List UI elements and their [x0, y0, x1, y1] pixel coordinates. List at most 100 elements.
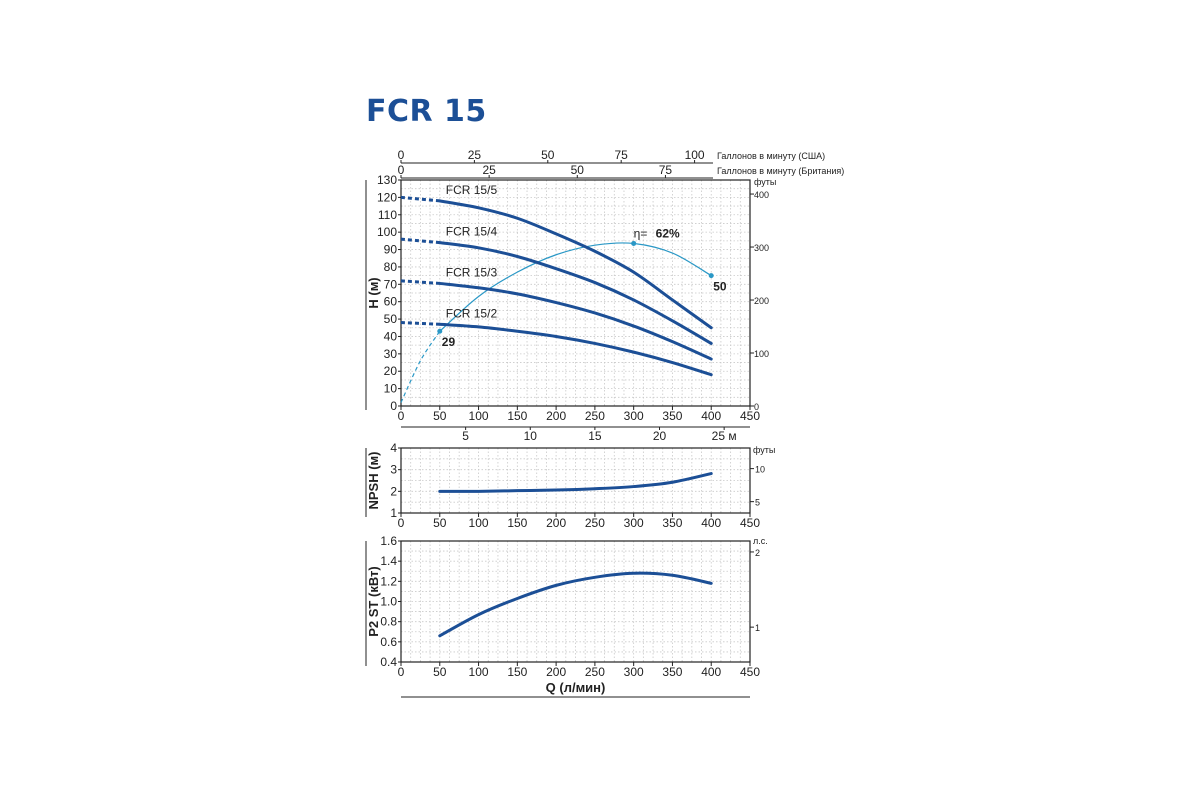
x-tick-label: 200	[546, 409, 566, 423]
y-tick-label: 1	[390, 506, 397, 520]
top-axis-us-label: 0	[398, 148, 405, 162]
top-axis-uk-title: Галлонов в минуту (Британия)	[717, 166, 844, 176]
series-label: FCR 15/3	[446, 265, 498, 279]
x-tick-label: 250	[585, 665, 605, 679]
x-tick-label: 450	[740, 516, 760, 530]
x-tick-label: 400	[701, 409, 721, 423]
hp-unit-label: л.с.	[753, 536, 768, 546]
top-axis-us-title: Галлонов в минуту (США)	[717, 151, 825, 161]
x-tick-label: 450	[740, 665, 760, 679]
x-tick-label: 350	[662, 409, 682, 423]
x-tick-label: 100	[469, 409, 489, 423]
series-label: FCR 15/2	[446, 306, 498, 320]
feet-tick-label: 200	[754, 296, 769, 306]
feet-unit-label: футы	[754, 177, 776, 187]
y-tick-label: 130	[377, 173, 397, 187]
efficiency-point-label: 29	[442, 335, 456, 349]
x-tick-label: 400	[701, 665, 721, 679]
x-tick-label: 250	[585, 409, 605, 423]
efficiency-peak-label: 62%	[656, 226, 680, 240]
top-axis-uk-label: 75	[659, 163, 673, 177]
x-tick-label: 150	[507, 409, 527, 423]
y-tick-label: 70	[384, 277, 398, 291]
y-tick-label: 110	[378, 208, 397, 222]
x-tick-label: 450	[740, 409, 760, 423]
hp-tick-label: 2	[755, 548, 760, 558]
x-tick-label: 350	[662, 516, 682, 530]
plot-frame	[400, 179, 751, 407]
y-tick-label: 1.0	[380, 595, 397, 609]
m3h-tick-label: 20	[653, 429, 667, 443]
x-tick-label: 100	[469, 665, 489, 679]
efficiency-eta-label: η=	[634, 226, 648, 240]
feet-tick-label: 300	[754, 243, 769, 253]
top-axis-us-label: 100	[685, 148, 705, 162]
head-curve	[438, 281, 713, 361]
x-tick-label: 200	[546, 665, 566, 679]
top-axis-uk-label: 0	[398, 163, 405, 177]
feet-unit-label: футы	[753, 445, 775, 455]
y-tick-label: 0.4	[380, 655, 397, 669]
y-axis-label: NPSH (м)	[366, 451, 381, 509]
y-tick-label: 1.2	[380, 574, 397, 588]
npsh-curve	[438, 472, 713, 493]
x-tick-label: 300	[624, 409, 644, 423]
feet-tick-label: 5	[755, 498, 760, 508]
feet-tick-label: 0	[754, 402, 759, 412]
x-tick-label: 350	[662, 665, 682, 679]
efficiency-point	[437, 328, 443, 334]
y-tick-label: 120	[377, 190, 397, 204]
m3h-tick-label: 10	[524, 429, 538, 443]
feet-tick-label: 10	[755, 465, 765, 475]
y-tick-label: 50	[384, 312, 398, 326]
power-curve	[438, 571, 713, 638]
x-tick-label: 50	[433, 409, 447, 423]
y-tick-label: 80	[384, 260, 398, 274]
y-tick-label: 100	[377, 225, 397, 239]
x-tick-label: 0	[398, 409, 405, 423]
y-tick-label: 60	[384, 295, 398, 309]
hp-tick-label: 1	[755, 623, 760, 633]
y-tick-label: 30	[384, 347, 398, 361]
m3h-tick-label: 15	[588, 429, 602, 443]
y-tick-label: 20	[384, 364, 398, 378]
head-curve-dashed	[400, 321, 440, 326]
x-tick-label: 50	[433, 516, 447, 530]
series-label: FCR 15/4	[446, 225, 498, 239]
x-tick-label: 150	[507, 516, 527, 530]
x-tick-label: 300	[624, 516, 644, 530]
x-tick-label: 0	[398, 665, 405, 679]
efficiency-point	[708, 273, 714, 279]
y-axis-label: H (м)	[366, 277, 381, 308]
top-axis-uk-label: 25	[482, 163, 496, 177]
head-curve	[438, 241, 713, 345]
m3h-tick-label: 25 м	[712, 429, 737, 443]
top-axis-uk-label: 50	[571, 163, 585, 177]
x-tick-label: 400	[701, 516, 721, 530]
y-tick-label: 4	[390, 441, 397, 455]
x-tick-label: 300	[624, 665, 644, 679]
efficiency-point	[631, 240, 637, 246]
x-tick-label: 100	[469, 516, 489, 530]
top-axis-us-label: 50	[541, 148, 555, 162]
series-label: FCR 15/5	[446, 183, 498, 197]
x-tick-label: 250	[585, 516, 605, 530]
feet-tick-label: 400	[754, 190, 769, 200]
head-curve-dashed	[400, 279, 440, 285]
top-axis-us-label: 25	[468, 148, 482, 162]
x-axis-label: Q (л/мин)	[546, 680, 606, 695]
y-tick-label: 40	[384, 329, 398, 343]
plot-frame	[400, 447, 751, 514]
head-curve	[438, 322, 713, 377]
y-tick-label: 0.6	[380, 635, 397, 649]
y-tick-label: 2	[390, 484, 397, 498]
x-tick-label: 150	[507, 665, 527, 679]
efficiency-curve	[439, 242, 712, 332]
x-tick-label: 50	[433, 665, 447, 679]
y-tick-label: 3	[390, 463, 397, 477]
head-curve	[438, 199, 713, 330]
page-title: FCR 15	[366, 94, 487, 129]
efficiency-point-label: 50	[713, 280, 727, 294]
y-tick-label: 0.8	[380, 615, 397, 629]
